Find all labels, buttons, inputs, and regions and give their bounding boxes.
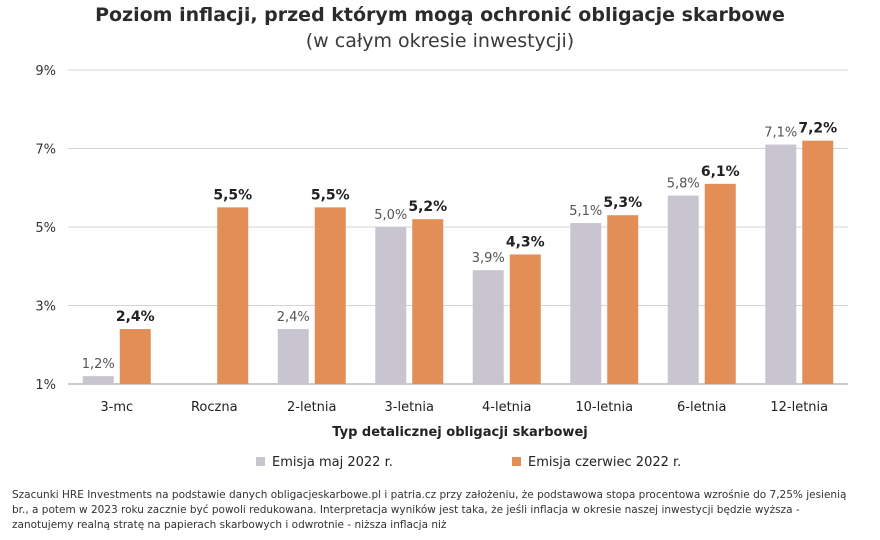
bar-emisja-maj	[570, 223, 602, 384]
legend: Emisja maj 2022 r. Emisja czerwiec 2022 r…	[256, 455, 681, 470]
bar-emisja-maj	[277, 329, 309, 384]
legend-swatch	[512, 457, 521, 466]
bar-emisja-maj	[667, 195, 699, 384]
footnote: Szacunki HRE Investments na podstawie da…	[12, 489, 847, 531]
x-tick-label: 3-mc	[100, 400, 133, 415]
bar-emisja-czerwiec	[217, 207, 249, 384]
y-tick-label: 7%	[35, 143, 56, 158]
bar-chart: 1% 3% 5% 7% 9% 1,2% 2,4% 5,5% 2,4% 5,5% 5,0%5,2% 3…	[35, 64, 848, 470]
y-tick-label: 9%	[35, 64, 56, 79]
data-label: 7,1%	[764, 126, 797, 141]
data-label: 5,2%	[408, 199, 447, 215]
bar-emisja-czerwiec	[314, 207, 346, 384]
data-labels: 1,2% 2,4% 5,5% 2,4% 5,5% 5,0%5,2% 3,9%4,3% 5,1%…	[82, 121, 837, 373]
data-label: 5,5%	[311, 187, 350, 203]
y-tick-label: 5%	[35, 221, 56, 236]
bar-emisja-czerwiec	[607, 215, 639, 384]
x-tick-label: 10-letnia	[575, 400, 633, 415]
bar-emisja-maj	[765, 144, 797, 384]
bar-emisja-maj	[472, 270, 504, 384]
data-label: 2,4%	[277, 310, 310, 325]
bar-emisja-maj	[375, 227, 407, 384]
x-tick-label: 3-letnia	[385, 400, 435, 415]
x-axis-title: Typ detalicznej obligacji skarbowej	[332, 425, 587, 440]
bar-emisja-czerwiec	[802, 140, 834, 384]
bar-emisja-czerwiec	[509, 254, 541, 384]
x-tick-label: Roczna	[191, 400, 238, 415]
data-label: 5,8%	[667, 177, 700, 192]
y-tick-label: 1%	[35, 378, 56, 393]
data-label: 3,9%	[472, 251, 505, 266]
bar-emisja-czerwiec	[704, 183, 736, 384]
data-label: 5,5%	[213, 187, 252, 203]
data-label: 5,1%	[569, 204, 602, 219]
x-tick-label: 12-letnia	[770, 400, 828, 415]
legend-label: Emisja czerwiec 2022 r.	[528, 455, 681, 470]
chart-subtitle: (w całym okresie inwestycji)	[305, 30, 575, 52]
data-label: 2,4%	[116, 309, 155, 325]
x-axis-ticks: 3-mc Roczna 2-letnia 3-letnia 4-letnia 10-let…	[100, 400, 828, 415]
data-label: 5,3%	[603, 195, 642, 211]
bar-emisja-czerwiec	[119, 329, 151, 384]
legend-swatch	[256, 457, 265, 466]
data-label: 6,1%	[701, 164, 740, 180]
bar-emisja-maj	[82, 376, 114, 384]
x-tick-label: 2-letnia	[287, 400, 337, 415]
x-tick-label: 6-letnia	[677, 400, 727, 415]
x-tick-label: 4-letnia	[482, 400, 532, 415]
data-label: 7,2%	[798, 121, 837, 137]
data-label: 4,3%	[506, 234, 545, 250]
y-tick-label: 3%	[35, 300, 56, 315]
chart-title: Poziom inflacji, przed którym mogą ochro…	[95, 4, 785, 26]
legend-label: Emisja maj 2022 r.	[272, 455, 393, 470]
y-axis-ticks: 1% 3% 5% 7% 9%	[35, 64, 56, 393]
data-label: 1,2%	[82, 357, 115, 372]
data-label: 5,0%	[374, 208, 407, 223]
bar-emisja-czerwiec	[412, 219, 444, 384]
bars	[82, 140, 834, 384]
